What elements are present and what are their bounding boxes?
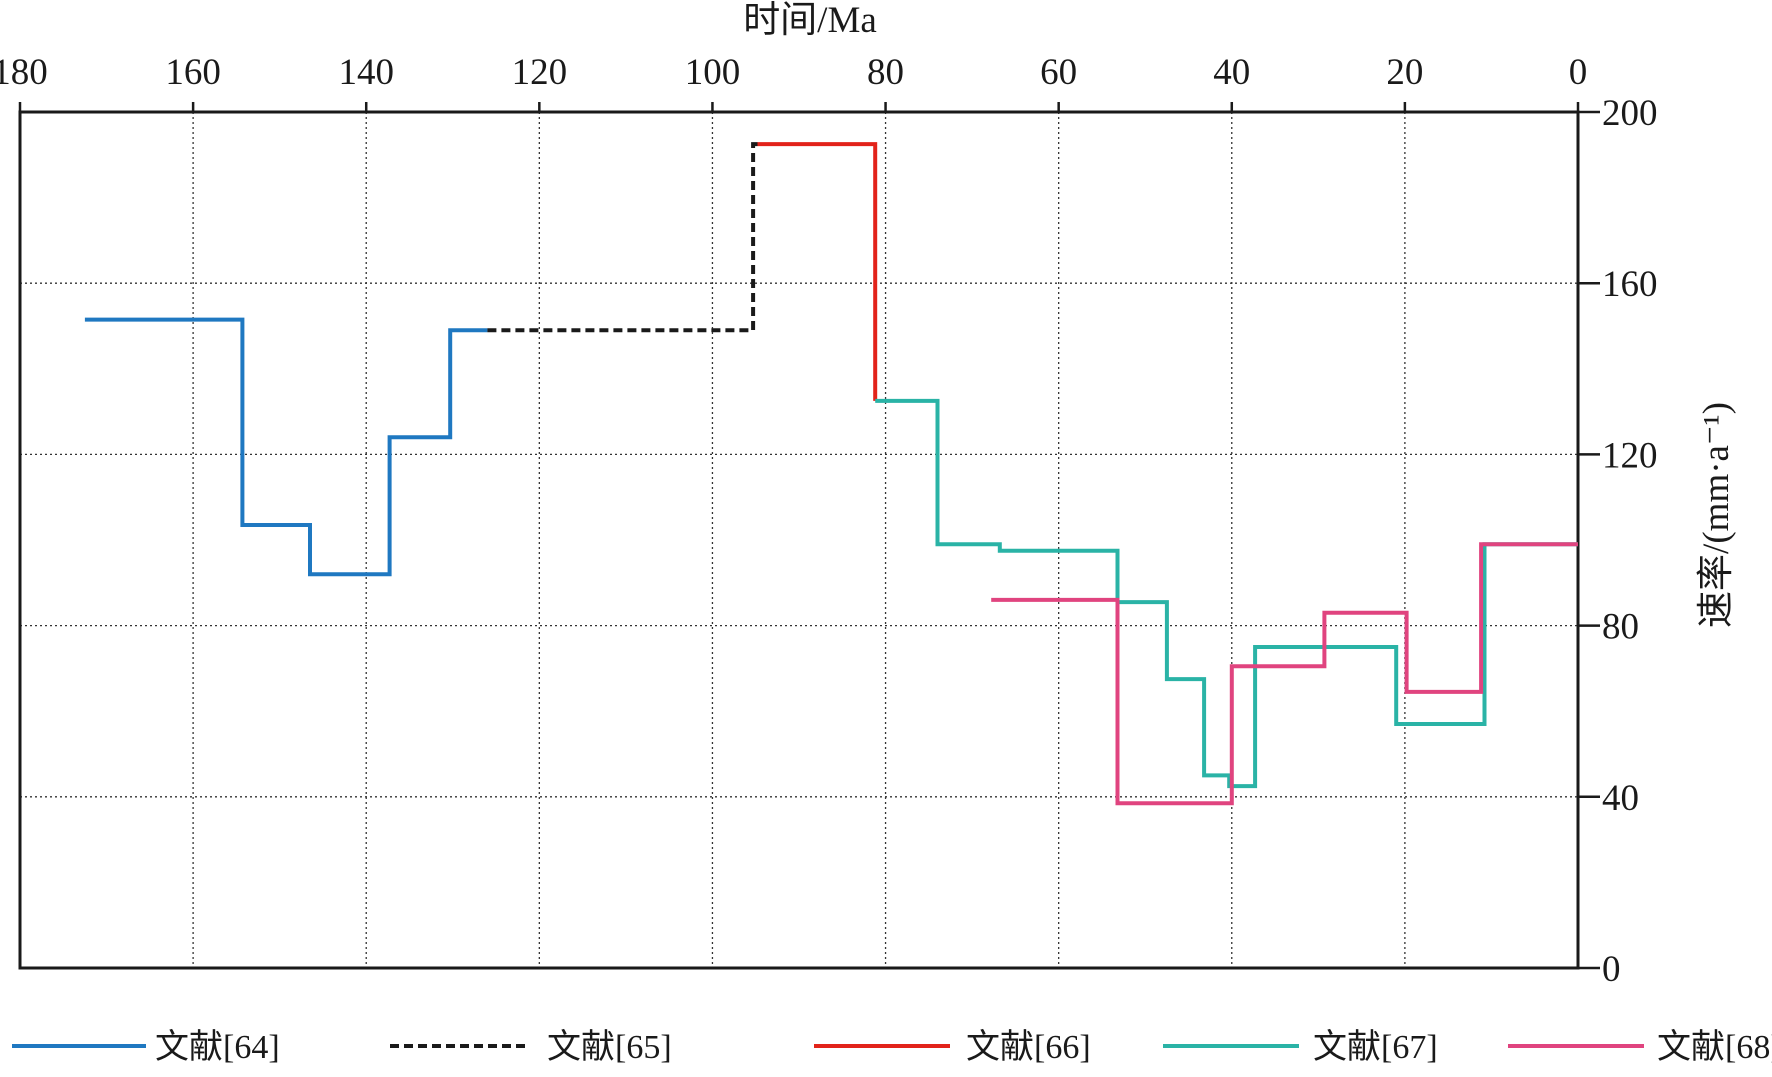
x-tick-label: 180 [0,52,48,93]
legend: 文献[64] 文献[65] 文献[66] 文献[67] 文献[68] [12,1028,1772,1066]
y-tick-label: 80 [1602,607,1639,648]
grid [20,112,1578,968]
series-line-2 [487,142,758,333]
series-lines [84,142,1578,806]
x-tick-label: 140 [338,52,394,93]
y-axis-title: 速率/(mm·a⁻¹) [1695,402,1737,628]
x-tick-label: 100 [685,52,741,93]
legend-label-1: 文献[64] [155,1028,280,1066]
x-tick-label: 80 [867,52,904,93]
series-line-3 [757,142,878,401]
y-tick-label: 0 [1602,949,1621,990]
y-tick-label: 120 [1602,435,1658,476]
legend-label-3: 文献[66] [966,1028,1091,1066]
legend-label-4: 文献[67] [1313,1028,1438,1066]
y-tick-label: 200 [1602,93,1658,134]
x-tick-label: 160 [165,52,221,93]
series-line-5 [991,542,1578,806]
x-axis-title: 时间/Ma [743,0,877,41]
x-tick-label: 40 [1213,52,1250,93]
legend-label-5: 文献[68] [1657,1028,1772,1066]
x-tick-label: 0 [1569,52,1588,93]
x-tick-label: 120 [512,52,568,93]
x-tick-label: 20 [1386,52,1423,93]
x-tick-label: 60 [1040,52,1077,93]
series-line-4 [875,398,1578,789]
series-line-1 [84,317,488,577]
plot-frame [18,110,1580,970]
y-tick-label: 40 [1602,778,1639,819]
y-tick-label: 160 [1602,264,1658,305]
legend-label-2: 文献[65] [547,1028,672,1066]
